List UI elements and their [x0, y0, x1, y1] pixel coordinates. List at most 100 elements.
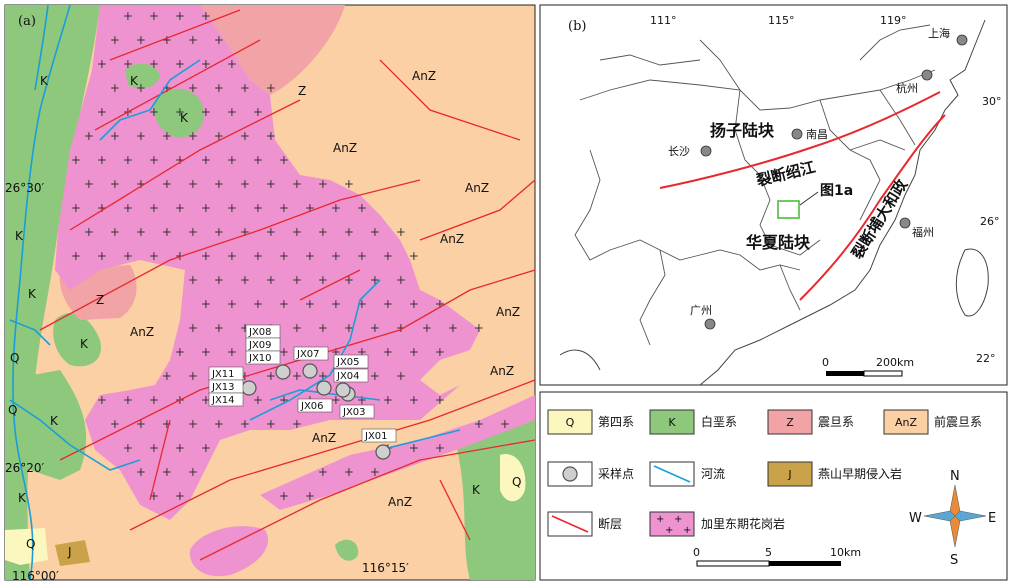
- legend-swatch-j: [767, 461, 813, 487]
- legend-swatch-z: [767, 409, 813, 435]
- legend-name-j: 燕山早期侵入岩: [818, 466, 902, 481]
- granite-plus-mark: +: [162, 33, 172, 47]
- granite-plus-mark: +: [227, 153, 237, 167]
- granite-plus-mark: +: [331, 201, 341, 215]
- granite-plus-mark: +: [344, 225, 354, 239]
- granite-plus-mark: +: [331, 393, 341, 407]
- unit-label: Q: [10, 351, 19, 365]
- city-labels: 上海 杭州 南昌 长沙 福州 广州: [668, 26, 950, 317]
- granite-plus-mark: +: [240, 129, 250, 143]
- granite-plus-mark: +: [396, 273, 406, 287]
- granite-plus-mark: +: [240, 81, 250, 95]
- unit-label: K: [130, 74, 139, 88]
- city-dot-nanchang: [791, 128, 803, 140]
- sample-label-jx09: JX09: [248, 340, 272, 351]
- granite-texture: + + + ++ + + + ++ + + + + ++ + + + + + ++ + + + + + ++ + + + + + + ++ + +…: [71, 9, 510, 503]
- sample-point[interactable]: [302, 363, 318, 379]
- granite-plus-mark: +: [214, 33, 224, 47]
- granite-plus-mark: +: [227, 105, 237, 119]
- city-label-changsha: 长沙: [668, 145, 690, 158]
- granite-plus-mark: +: [279, 489, 289, 503]
- granite-plus-mark: +: [136, 33, 146, 47]
- granite-plus-mark: +: [175, 345, 185, 359]
- granite-plus-mark: +: [149, 393, 159, 407]
- granite-plus-mark: +: [266, 177, 276, 191]
- granite-plus-mark: +: [136, 177, 146, 191]
- granite-plus-mark: +: [370, 225, 380, 239]
- lon-tick-111: 111°: [650, 14, 677, 27]
- granite-plus-mark: +: [175, 441, 185, 455]
- rivers-a: [9, 4, 461, 581]
- legend-swatch-q: [547, 409, 593, 435]
- legend-name-sample: 采样点: [598, 466, 634, 481]
- granite-plus-mark: +: [123, 201, 133, 215]
- granite-plus-mark: +: [383, 297, 393, 311]
- granite-plus-mark: +: [240, 273, 250, 287]
- sample-label-jx13: JX13: [211, 382, 235, 393]
- granite-plus-mark: +: [136, 81, 146, 95]
- granite-plus-mark: +: [123, 441, 133, 455]
- granite-plus-mark: +: [331, 249, 341, 263]
- granite-plus-mark: +: [162, 129, 172, 143]
- granite-plus-mark: +: [266, 417, 276, 431]
- granite-plus-mark: +: [162, 417, 172, 431]
- granite-plus-mark: +: [305, 249, 315, 263]
- sample-point[interactable]: [375, 444, 391, 460]
- granite-plus-mark: +: [97, 105, 107, 119]
- city-label-shanghai: 上海: [928, 26, 950, 40]
- jiangshao-fault: [659, 91, 941, 189]
- sample-point[interactable]: [316, 380, 332, 396]
- legend-river-icon: [653, 465, 691, 483]
- granite-plus-mark: +: [201, 201, 211, 215]
- sample-point[interactable]: [241, 380, 257, 396]
- compass-s: S: [950, 553, 958, 568]
- granite-plus-mark: +: [162, 465, 172, 479]
- granite-plus-mark: +: [188, 321, 198, 335]
- legend-name-anz: 前震旦系: [934, 414, 982, 429]
- granite-plus-mark: +: [188, 177, 198, 191]
- sample-label-jx03: JX03: [342, 407, 366, 418]
- legend-name-fault: 断层: [598, 516, 622, 531]
- granite-plus-mark: +: [396, 321, 406, 335]
- panel-a-scale-bar: 0 5 10km: [693, 546, 861, 567]
- sample-label-jx01: JX01: [364, 431, 388, 442]
- granite-plus-mark: +: [305, 489, 315, 503]
- granite-plus-mark: +: [175, 57, 185, 71]
- unit-label: AnZ: [440, 232, 464, 246]
- sample-point[interactable]: [335, 382, 351, 398]
- granite-plus-mark: +: [474, 321, 484, 335]
- granite-plus-mark: +: [110, 81, 120, 95]
- granite-plus-mark: +: [357, 393, 367, 407]
- granite-plus-mark: +: [97, 249, 107, 263]
- granite-plus-mark: +: [123, 249, 133, 263]
- cretaceous-lobe-2: [53, 312, 101, 367]
- granite-plus-mark: +: [409, 249, 419, 263]
- scale-a-10: 10km: [830, 546, 861, 559]
- granite-plus-mark: +: [149, 249, 159, 263]
- city-dot-fuzhou: [899, 217, 911, 229]
- unit-label: AnZ: [333, 141, 357, 155]
- unit-label: AnZ: [388, 495, 412, 509]
- sample-point[interactable]: [275, 364, 291, 380]
- granite-plus-mark: +: [409, 441, 419, 455]
- granite-plus-mark: +: [201, 249, 211, 263]
- granite-plus-mark: +: [253, 153, 263, 167]
- granite-plus-mark: +: [149, 57, 159, 71]
- granite-plus-mark: +: [110, 129, 120, 143]
- granite-plus-mark: +: [344, 465, 354, 479]
- compass-n: N: [950, 469, 960, 484]
- sample-points: [241, 363, 391, 460]
- granite-plus-mark: +: [240, 177, 250, 191]
- lon-label-2: 116°15′: [362, 561, 409, 575]
- granite-plus-mark: +: [123, 393, 133, 407]
- svg-text:+: +: [665, 525, 673, 536]
- quaternary-sw: [5, 528, 48, 565]
- granite-plus-mark: +: [370, 369, 380, 383]
- study-area-box[interactable]: [777, 200, 800, 219]
- granite-plus-mark: +: [214, 273, 224, 287]
- granite-plus-mark: +: [435, 441, 445, 455]
- granite-plus-mark: +: [318, 465, 328, 479]
- unit-label: AnZ: [312, 431, 336, 445]
- caledonian-granite-small: [189, 526, 269, 577]
- granite-plus-mark: +: [227, 57, 237, 71]
